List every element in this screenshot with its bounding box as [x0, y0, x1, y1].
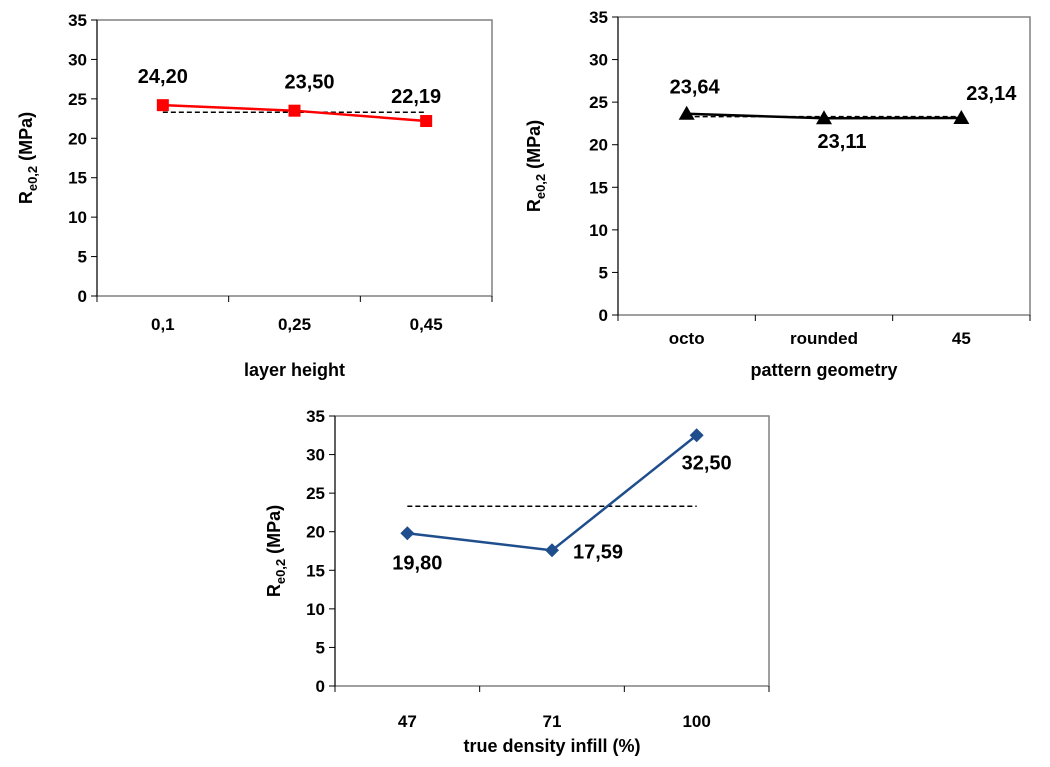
data-label: 23,11 — [818, 131, 867, 153]
chart-pattern-geometry: 0 5 10 15 20 25 30 35 octo rounded 45 pattern geome… — [510, 0, 1040, 400]
data-label: 32,50 — [682, 452, 732, 474]
y-tick-label: 30 — [589, 51, 608, 70]
chart-true-density-infill: 0 5 10 15 20 25 30 35 47 71 100 true density infill… — [240, 395, 780, 767]
y-tick-label: 35 — [68, 11, 87, 30]
y-tick-label: 0 — [599, 306, 608, 325]
x-tick-label: octo — [669, 329, 705, 348]
data-label: 23,14 — [966, 83, 1017, 105]
data-label: 23,50 — [284, 72, 334, 94]
data-point-square — [156, 99, 169, 112]
plot-area — [617, 16, 1031, 316]
y-tick-label: 35 — [589, 8, 608, 27]
y-tick-label: 0 — [78, 287, 87, 306]
x-tick-label: rounded — [790, 329, 858, 348]
y-axis-title: Re0,2 (MPa) — [264, 505, 288, 597]
y-axis-title: Re0,2 (MPa) — [16, 112, 40, 204]
data-point-diamond — [545, 543, 559, 558]
data-point-triangle — [678, 105, 695, 120]
x-tick-label: 0,45 — [410, 315, 443, 334]
data-label: 22,19 — [391, 86, 441, 108]
y-axis-title: Re0,2 (MPa) — [524, 120, 548, 212]
chart-svg-layer-height: 0 5 10 15 20 25 30 35 0,1 0,25 0,45 layer height Re0… — [16, 11, 493, 380]
y-tick-label: 5 — [316, 638, 325, 657]
data-label: 17,59 — [573, 541, 623, 563]
data-point-triangle — [953, 109, 970, 124]
data-point-diamond — [400, 526, 415, 541]
data-label: 24,20 — [138, 66, 188, 88]
y-tick-label: 25 — [589, 93, 608, 112]
y-tick-label: 30 — [306, 446, 325, 465]
x-tick-label: 45 — [952, 329, 971, 348]
x-tick-label: 100 — [682, 712, 710, 731]
x-axis-title: layer height — [244, 360, 345, 380]
data-point-square — [288, 104, 301, 117]
y-tick-label: 35 — [306, 407, 325, 426]
x-tick-label: 47 — [398, 712, 417, 731]
y-tick-label: 10 — [68, 208, 87, 227]
plot-area — [96, 19, 493, 297]
x-axis-title: pattern geometry — [750, 360, 897, 380]
chart-layer-height: 0 5 10 15 20 25 30 35 0,1 0,25 0,45 layer height Re0… — [0, 0, 500, 400]
data-label: 19,80 — [392, 552, 442, 574]
y-tick-label: 10 — [589, 221, 608, 240]
y-tick-label: 25 — [306, 484, 325, 503]
x-tick-label: 0,1 — [151, 315, 175, 334]
y-tick-label: 20 — [589, 136, 608, 155]
y-tick-label: 15 — [68, 169, 87, 188]
y-tick-label: 0 — [316, 677, 325, 696]
y-tick-label: 5 — [599, 263, 608, 282]
chart-svg-true-density-infill: 0 5 10 15 20 25 30 35 47 71 100 true density infill… — [264, 407, 770, 756]
data-point-square — [420, 115, 433, 128]
y-tick-label: 5 — [78, 248, 87, 267]
y-tick-label: 20 — [306, 523, 325, 542]
y-tick-label: 30 — [68, 50, 87, 69]
data-point-diamond — [689, 428, 704, 443]
y-tick-label: 10 — [306, 600, 325, 619]
chart-svg-pattern-geometry: 0 5 10 15 20 25 30 35 octo rounded 45 pattern geome… — [524, 8, 1031, 380]
y-tick-label: 25 — [68, 90, 87, 109]
x-tick-label: 71 — [543, 712, 562, 731]
x-axis-title: true density infill (%) — [463, 736, 640, 756]
y-tick-label: 15 — [306, 561, 325, 580]
y-tick-label: 20 — [68, 129, 87, 148]
x-tick-label: 0,25 — [278, 315, 311, 334]
y-tick-label: 15 — [589, 178, 608, 197]
data-label: 23,64 — [670, 77, 721, 99]
data-point-triangle — [816, 110, 832, 125]
